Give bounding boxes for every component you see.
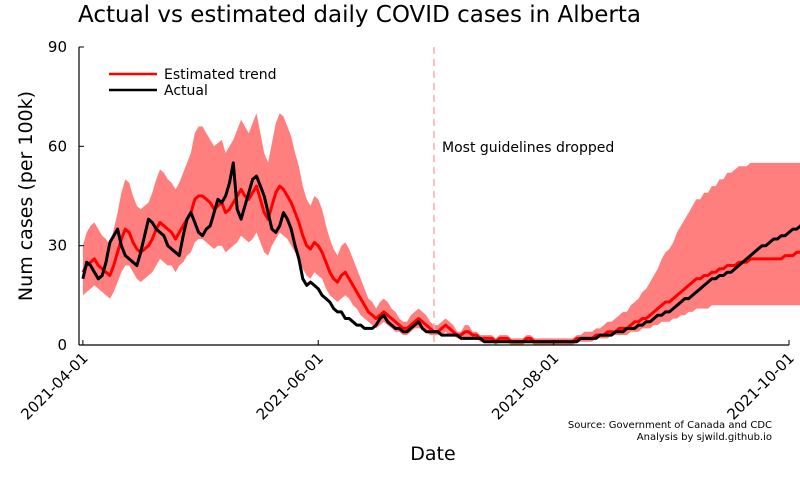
plot-area [81, 47, 800, 345]
source-line-2: Analysis by sjwild.github.io [637, 432, 772, 443]
y-tick-label: 30 [48, 237, 67, 255]
y-ticks: 0 30 60 90 [48, 38, 84, 354]
y-tick-label: 60 [48, 137, 67, 155]
x-tick-label: 2021-08-01 [488, 349, 562, 423]
chart-title: Actual vs estimated daily COVID cases in… [78, 2, 641, 28]
legend: Estimated trend Actual [109, 67, 277, 99]
annotation-text: Most guidelines dropped [442, 140, 614, 156]
y-axis-label: Num cases (per 100k) [15, 91, 37, 301]
source-line-1: Source: Government of Canada and CDC [568, 420, 772, 431]
legend-estimated-label: Estimated trend [164, 67, 277, 83]
x-tick-label: 2021-04-01 [17, 349, 91, 423]
estimated-band [82, 113, 800, 345]
actual-line [81, 161, 800, 344]
x-axis-label: Date [410, 443, 455, 465]
y-tick-label: 0 [57, 336, 67, 354]
legend-actual-label: Actual [164, 83, 208, 99]
y-tick-label: 90 [48, 38, 67, 56]
x-ticks: 2021-04-01 2021-06-01 2021-08-01 2021-10-01 [17, 340, 798, 423]
x-tick-label: 2021-10-01 [723, 349, 797, 423]
estimated-trend-line [81, 184, 800, 344]
x-tick-label: 2021-06-01 [253, 349, 327, 423]
